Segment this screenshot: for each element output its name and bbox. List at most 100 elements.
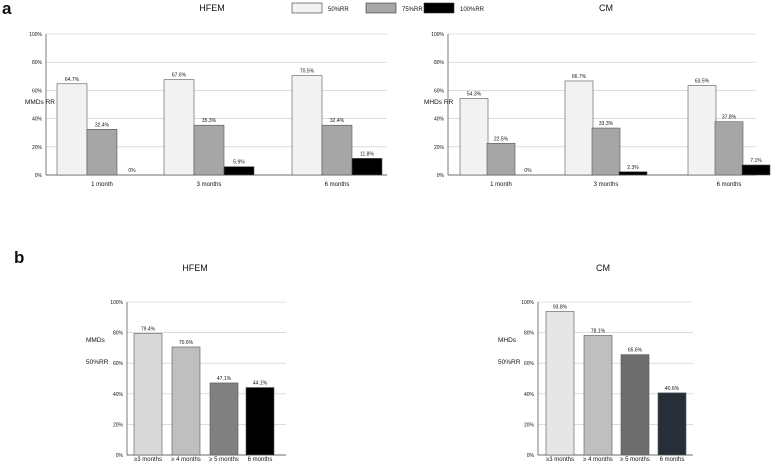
y-tick-label: 80% (32, 60, 43, 66)
bar (209, 382, 239, 456)
chart-title: CM (596, 263, 610, 273)
legend-label-2: 100%RR (460, 7, 485, 13)
data-label: 66.7% (572, 74, 587, 80)
x-tick-label: ≥ 4 months (583, 457, 613, 462)
bar (291, 75, 323, 176)
chart-3: CM MHDs 50%RR 0% 20% 40% 60% 80% 100% 93.8% ≥3 mon… (498, 263, 693, 462)
y-tick-label: 20% (434, 145, 445, 151)
data-label: 0% (128, 168, 136, 174)
y-tick-label: 0% (527, 453, 535, 459)
y-tick-label: 100% (29, 32, 42, 38)
chart-1: CM MHDs RR 0% 20% 40% 60% 80% 100% 54.3% 22.5% 0% 1… (424, 3, 771, 188)
bar (741, 164, 771, 176)
x-tick-label: 6 months (660, 457, 685, 462)
y-tick-label: 80% (113, 331, 124, 337)
data-label: 22.5% (494, 136, 509, 142)
chart-0: HFEM MMDs RR 0% 20% 40% 60% 80% 100% 64.7% 32.4% 0… (25, 3, 387, 188)
y-tick-label: 40% (32, 117, 43, 123)
y-tick-label: 0% (116, 453, 124, 459)
y-axis-label-2: 50%RR (86, 359, 109, 366)
bar (459, 98, 489, 176)
data-label: 70.5% (300, 69, 315, 75)
y-tick-label: 20% (32, 145, 43, 151)
bar (163, 79, 195, 176)
data-label: 40.6% (665, 386, 680, 392)
data-label: 11.8% (360, 151, 374, 157)
bar (245, 387, 275, 456)
bar (133, 333, 163, 456)
bar (620, 354, 650, 456)
data-label: 63.5% (695, 78, 710, 84)
y-tick-label: 60% (434, 88, 445, 94)
y-tick-label: 20% (524, 422, 535, 428)
data-label: 5.9% (233, 160, 245, 166)
bar (86, 129, 118, 176)
chart-title: HFEM (182, 263, 208, 273)
data-label: 78.1% (591, 329, 606, 335)
x-tick-label: 6 months (248, 457, 273, 462)
bar (545, 311, 575, 456)
data-label: 0% (524, 168, 532, 174)
x-tick-label: ≥3 months (546, 457, 574, 462)
legend-swatch-2 (423, 2, 455, 14)
y-tick-label: 40% (524, 392, 535, 398)
legend: 50%RR 75%RR 100%RR (291, 2, 485, 14)
x-tick-label: ≥3 months (134, 457, 162, 462)
y-axis-label: MMDs (86, 337, 106, 344)
data-label: 70.6% (179, 340, 194, 346)
bar (171, 346, 201, 456)
panel-label-a: a (2, 0, 12, 18)
y-axis-label: MMDs RR (25, 99, 55, 106)
data-label: 33.3% (599, 121, 614, 127)
y-axis-label: MHDs (498, 337, 517, 344)
y-axis-label: MHDs RR (424, 99, 454, 106)
x-tick-label: 6 months (717, 182, 742, 188)
legend-swatch-1 (365, 2, 397, 14)
bar (583, 335, 613, 456)
panel-label-b: b (14, 248, 24, 267)
bar (564, 80, 594, 176)
x-tick-label: 1 month (490, 182, 512, 188)
y-tick-label: 100% (521, 300, 534, 306)
y-tick-label: 100% (110, 300, 123, 306)
x-tick-label: 1 month (91, 182, 113, 188)
bar (193, 124, 225, 176)
y-tick-label: 60% (524, 361, 535, 367)
data-label: 67.6% (172, 73, 187, 79)
data-label: 2.3% (627, 165, 639, 171)
legend-label-1: 75%RR (402, 7, 423, 13)
data-label: 54.3% (467, 91, 482, 97)
data-label: 37.8% (722, 115, 737, 121)
bar (321, 124, 353, 176)
data-label: 44.1% (253, 381, 268, 387)
y-tick-label: 60% (32, 88, 43, 94)
data-label: 64.7% (65, 77, 80, 83)
chart-title: CM (599, 3, 613, 13)
x-tick-label: 6 months (325, 182, 350, 188)
bar (591, 127, 621, 176)
data-label: 79.4% (141, 327, 156, 333)
y-tick-label: 0% (35, 173, 43, 179)
bar (351, 158, 383, 176)
y-tick-label: 60% (113, 361, 124, 367)
legend-label-0: 50%RR (328, 7, 349, 13)
data-label: 32.4% (330, 118, 345, 124)
bar (618, 171, 648, 176)
bar (687, 85, 717, 176)
charts: HFEM MMDs RR 0% 20% 40% 60% 80% 100% 64.7% 32.4% 0… (25, 3, 771, 462)
y-tick-label: 20% (113, 422, 124, 428)
bar (56, 83, 88, 176)
x-tick-label: 3 months (197, 182, 222, 188)
x-tick-label: ≥ 4 months (171, 457, 201, 462)
chart-title: HFEM (199, 3, 225, 13)
x-tick-label: 3 months (594, 182, 619, 188)
y-tick-label: 40% (113, 392, 124, 398)
bar (657, 392, 687, 456)
x-tick-label: ≥ 5 months (209, 457, 239, 462)
bar (486, 142, 516, 176)
data-label: 32.4% (95, 122, 110, 128)
legend-swatch-0 (291, 2, 323, 14)
y-tick-label: 40% (434, 117, 445, 123)
y-tick-label: 0% (437, 173, 445, 179)
